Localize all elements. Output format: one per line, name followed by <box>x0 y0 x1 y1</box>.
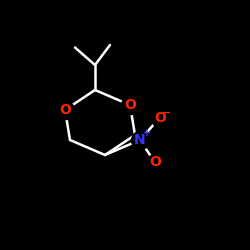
Text: +: + <box>143 128 151 138</box>
Text: −: − <box>162 108 171 118</box>
Text: O: O <box>149 156 161 170</box>
Text: N: N <box>134 133 146 147</box>
Text: O: O <box>124 98 136 112</box>
Text: O: O <box>59 103 71 117</box>
Text: O: O <box>154 110 166 124</box>
